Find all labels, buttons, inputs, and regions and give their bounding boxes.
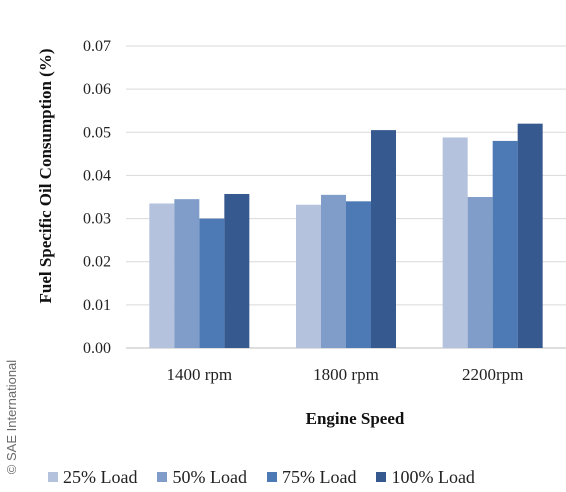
legend-swatch — [376, 472, 387, 482]
bar — [371, 130, 396, 348]
y-tick-label: 0.03 — [83, 211, 111, 228]
watermark-text: © SAE International — [4, 359, 19, 475]
x-axis-title: Engine Speed — [306, 409, 405, 428]
y-tick-label: 0.04 — [83, 167, 111, 184]
x-tick-label: 2200rpm — [462, 365, 523, 384]
legend-swatch — [48, 472, 58, 482]
y-tick-label: 0.05 — [83, 124, 111, 141]
legend-swatch — [157, 472, 168, 482]
legend-item: 75% Load — [266, 466, 357, 488]
copyright-watermark: © SAE International — [0, 0, 24, 489]
bar — [346, 201, 371, 348]
legend-label: 25% Load — [63, 466, 138, 487]
legend-label: 50% Load — [172, 466, 247, 487]
y-tick-labels: 0.00 0.01 0.02 0.03 0.04 0.05 0.06 0.07 — [83, 38, 111, 357]
legend-label: 100% Load — [391, 466, 475, 487]
bar — [174, 199, 200, 348]
bar — [467, 197, 493, 348]
y-axis-title: Fuel Specific Oil Consumption (%) — [36, 48, 55, 303]
y-tick-label: 0.07 — [83, 38, 111, 55]
bar — [224, 193, 250, 348]
y-tick-label: 0.06 — [83, 81, 111, 98]
legend: 25% Load 50% Load 75% Load 100% Load — [48, 466, 475, 488]
bar — [296, 204, 321, 348]
bars — [149, 123, 543, 349]
y-tick-label: 0.01 — [83, 297, 111, 314]
legend-item: 50% Load — [157, 466, 247, 488]
legend-label: 75% Load — [281, 466, 357, 487]
legend-item: 100% Load — [376, 466, 475, 488]
y-tick-label: 0.00 — [83, 340, 111, 357]
legend-swatch — [266, 472, 277, 482]
bar — [321, 194, 346, 348]
y-tick-label: 0.02 — [83, 254, 111, 271]
bar — [199, 218, 225, 348]
x-tick-labels: 1400 rpm 1800 rpm 2200rpm — [167, 365, 524, 384]
bar — [442, 137, 468, 348]
legend-item: 25% Load — [48, 467, 137, 488]
bar — [149, 203, 175, 348]
x-tick-label: 1800 rpm — [313, 365, 379, 384]
x-tick-label: 1400 rpm — [167, 365, 233, 384]
bar — [517, 123, 543, 349]
bar — [492, 140, 518, 348]
